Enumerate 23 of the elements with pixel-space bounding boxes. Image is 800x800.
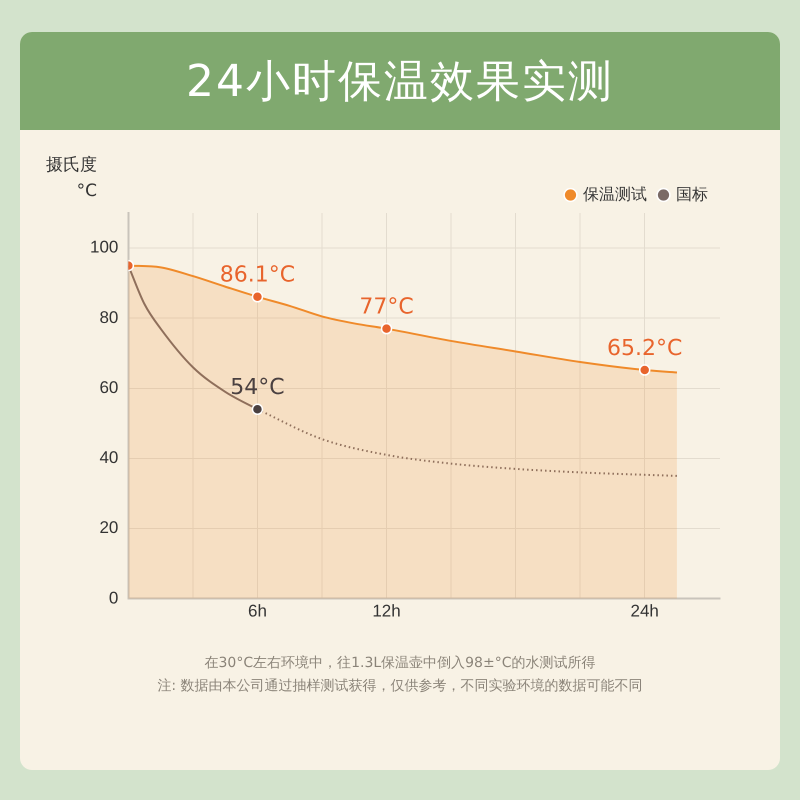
- y-axis-title: 摄氏度 °C: [46, 154, 97, 203]
- chart-title: 24小时保温效果实测: [20, 32, 780, 130]
- x-tick-label: 24h: [630, 601, 659, 620]
- y-tick-label: 60: [99, 378, 118, 397]
- point: [380, 322, 392, 334]
- point: [638, 364, 650, 376]
- y-tick-label: 100: [90, 238, 118, 257]
- x-tick-label: 12h: [372, 601, 401, 620]
- point: [252, 291, 264, 303]
- data-label: 77°C: [359, 294, 414, 320]
- y-tick-label: 40: [99, 448, 118, 468]
- point: [252, 404, 264, 416]
- legend-label: 国标: [676, 186, 708, 204]
- text: 在30°C左右环境中，往1.3L保温壶中倒入98±°C的水测试所得: [204, 654, 596, 673]
- legend-label: 保温测试: [583, 185, 647, 204]
- y-tick-label: 20: [99, 518, 118, 538]
- data-label: 54°C: [230, 375, 285, 400]
- data-label: 86.1°C: [220, 262, 296, 288]
- data-label: 65.2°C: [607, 336, 682, 361]
- y-tick-label: 0: [108, 588, 118, 608]
- x-tick-label: 6h: [248, 601, 267, 620]
- text: 注: 数据由本公司通过抽样测试获得，仅供参考，不同实验环境的数据可能不同: [156, 677, 644, 696]
- y-tick-label: 80: [99, 308, 118, 327]
